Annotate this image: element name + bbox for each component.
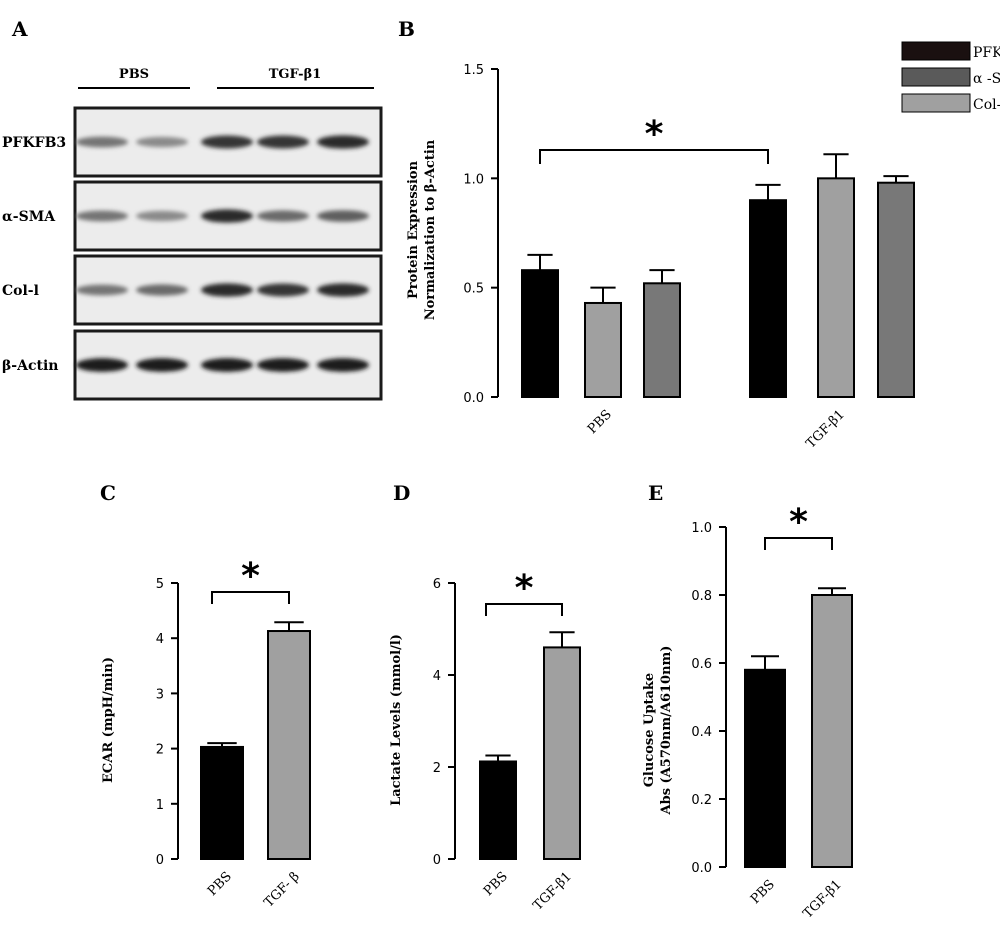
blot-band xyxy=(76,284,128,296)
blot-band xyxy=(201,209,253,223)
significance-bracket xyxy=(485,603,563,616)
blot-row-label: Col-l xyxy=(2,283,39,299)
y-tick-label: 3 xyxy=(156,687,164,702)
x-tick-label: TGF-β1 xyxy=(804,407,848,451)
panel-letter-d: D xyxy=(393,481,410,505)
y-axis-label: Glucose Uptake xyxy=(642,673,657,787)
y-tick-label: 0.0 xyxy=(691,861,712,876)
blot-band xyxy=(257,283,309,297)
bar xyxy=(543,646,581,861)
significance-star: * xyxy=(515,568,534,609)
bar xyxy=(643,282,681,398)
blot-band xyxy=(136,210,188,222)
x-tick-label: TGF-β1 xyxy=(801,877,845,921)
panel-letter-c: C xyxy=(100,481,116,505)
blot-rows: PFKFB3 α-SMA Col-l β-Actin xyxy=(2,106,383,401)
blot-row-label: PFKFB3 xyxy=(2,135,66,151)
y-tick-label: 1.0 xyxy=(463,172,484,187)
y-tick-label: 2 xyxy=(433,761,441,776)
legend-label: α -SMA xyxy=(973,71,1000,87)
bar xyxy=(521,269,559,399)
y-axis-label: Normalization to β-Actin xyxy=(423,139,438,320)
panel-letter-b: B xyxy=(398,17,415,41)
x-tick-label: PBS xyxy=(481,869,511,899)
y-tick-label: 0.0 xyxy=(463,391,484,406)
y-tick-label: 2 xyxy=(156,743,164,758)
blot-band xyxy=(76,136,128,148)
y-axis-label: Lactate Levels (mmol/l) xyxy=(389,634,404,806)
blot-band xyxy=(257,135,309,149)
blot-band xyxy=(317,135,369,149)
y-tick-label: 5 xyxy=(156,577,164,592)
x-tick-label: PBS xyxy=(748,877,778,907)
x-tick-label: TGF-β1 xyxy=(531,869,575,913)
blot-band xyxy=(201,283,253,297)
y-tick-label: 1.5 xyxy=(463,63,484,78)
bar xyxy=(479,760,517,860)
blot-row-label: α-SMA xyxy=(2,209,56,225)
x-tick-label: PBS xyxy=(205,869,235,899)
bar xyxy=(267,630,311,860)
y-tick-label: 0 xyxy=(433,853,441,868)
blot-group-label-tgf: TGF-β1 xyxy=(269,67,322,82)
significance-star: * xyxy=(789,502,808,543)
panel-letter-e: E xyxy=(648,481,663,505)
blot-band xyxy=(317,283,369,297)
legend-label: Col-l xyxy=(973,97,1000,113)
blot-band xyxy=(76,358,128,372)
y-tick-label: 0 xyxy=(156,853,164,868)
legend-swatch xyxy=(901,93,971,113)
legend-label: PFKFB3 xyxy=(973,45,1000,61)
y-tick-label: 0.5 xyxy=(463,282,484,297)
chart-c: ECAR (mpH/min) 0 1 2 3 4 5 PBS TGF- β * xyxy=(101,556,311,911)
significance-star: * xyxy=(241,556,260,597)
bar xyxy=(877,181,915,398)
chart-b: Protein Expression Normalization to β-Act… xyxy=(406,41,1000,452)
blot-group-label-pbs: PBS xyxy=(119,67,149,82)
y-tick-label: 0.2 xyxy=(691,793,712,808)
legend-swatch xyxy=(901,41,971,61)
bar xyxy=(744,668,786,868)
blot-band xyxy=(257,358,309,372)
significance-bracket xyxy=(211,591,290,604)
blot-band xyxy=(317,358,369,372)
chart-d: Lactate Levels (mmol/l) 0 2 4 6 PBS TGF-β1 * xyxy=(389,568,581,914)
legend-swatch xyxy=(901,67,971,87)
x-tick-label: TGF- β xyxy=(261,869,302,910)
blot-band xyxy=(136,284,188,296)
blot-band xyxy=(136,358,188,372)
y-tick-label: 1 xyxy=(156,798,164,813)
y-tick-label: 1.0 xyxy=(691,521,712,536)
panel-letter-a: A xyxy=(11,17,28,41)
y-tick-label: 0.8 xyxy=(691,589,712,604)
western-blot: PBS TGF-β1 PFKFB3 α-SMA Col-l β-Actin xyxy=(2,67,383,401)
chart-e: Glucose Uptake Abs (A570nm/A610nm) 0.0 0.2 0… xyxy=(642,502,853,922)
blot-band xyxy=(136,136,188,148)
significance-bracket xyxy=(539,149,769,164)
bar xyxy=(749,199,787,398)
bar xyxy=(811,594,853,868)
bar xyxy=(584,301,622,398)
x-tick-label: PBS xyxy=(585,407,615,437)
bar xyxy=(200,745,244,860)
y-tick-label: 4 xyxy=(156,632,164,647)
blot-band xyxy=(317,210,369,222)
bar xyxy=(817,177,855,398)
significance-star: * xyxy=(645,114,664,155)
blot-band xyxy=(257,210,309,222)
blot-row-label: β-Actin xyxy=(2,358,58,374)
y-axis-label: Abs (A570nm/A610nm) xyxy=(659,646,674,816)
blot-band xyxy=(201,358,253,372)
blot-band xyxy=(76,210,128,222)
y-tick-label: 6 xyxy=(433,577,441,592)
y-tick-label: 4 xyxy=(433,669,441,684)
y-axis-label: ECAR (mpH/min) xyxy=(101,657,116,783)
significance-bracket xyxy=(764,537,833,550)
y-tick-label: 0.4 xyxy=(691,725,712,740)
blot-band xyxy=(201,135,253,149)
y-tick-label: 0.6 xyxy=(691,657,712,672)
y-axis-label: Protein Expression xyxy=(406,160,421,299)
